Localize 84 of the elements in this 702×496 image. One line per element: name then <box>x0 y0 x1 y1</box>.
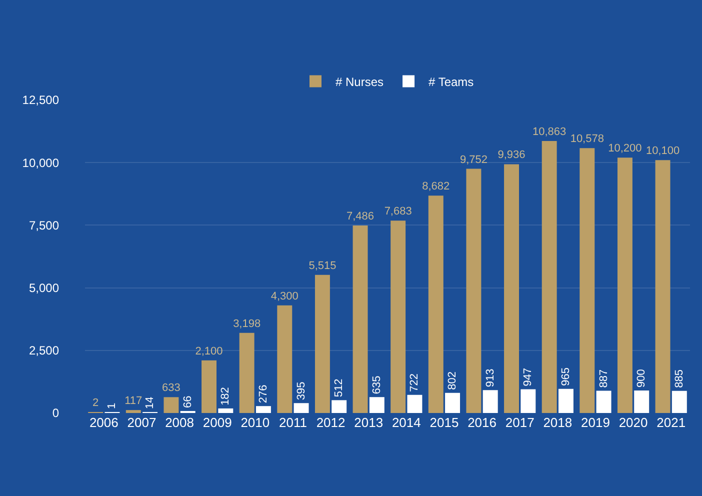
legend-label: # Nurses <box>336 74 384 89</box>
data-label: 10,200 <box>608 142 642 155</box>
bar <box>352 226 368 413</box>
bar <box>655 160 670 413</box>
bar <box>407 394 422 413</box>
bar <box>218 408 234 413</box>
data-label: 10,578 <box>570 133 604 146</box>
data-label: 5,515 <box>308 260 336 272</box>
bar <box>542 140 557 413</box>
bar <box>390 220 406 413</box>
x-tick-label: 2014 <box>392 415 421 430</box>
y-tick-label: 10,000 <box>22 156 60 170</box>
x-tick-label: 2006 <box>89 415 118 430</box>
data-label: 10,863 <box>532 126 566 138</box>
bar <box>504 164 520 413</box>
x-tick-label: 2019 <box>581 415 610 430</box>
data-label: 900 <box>636 369 648 388</box>
data-label: 885 <box>673 369 686 388</box>
x-tick-label: 2018 <box>543 415 572 430</box>
bar <box>256 406 271 413</box>
bar <box>617 158 632 413</box>
x-tick-label: 2020 <box>618 415 648 430</box>
data-label: 8,682 <box>422 180 450 193</box>
data-label: 2,100 <box>195 345 223 358</box>
data-label: 802 <box>446 372 459 390</box>
y-tick-label: 0 <box>52 406 60 420</box>
data-label: 395 <box>295 382 308 400</box>
bar <box>126 410 141 413</box>
x-tick-label: 2010 <box>240 415 270 430</box>
x-tick-label: 2011 <box>278 415 307 430</box>
data-label: 2 <box>92 397 99 409</box>
data-label: 7,683 <box>384 206 412 218</box>
bar <box>164 397 179 413</box>
data-label: 947 <box>522 368 534 386</box>
data-label: 117 <box>124 395 142 408</box>
bar <box>239 332 254 413</box>
bar <box>277 305 292 413</box>
data-label: 3,198 <box>233 318 261 330</box>
y-tick-label: 12,500 <box>22 93 60 108</box>
data-label: 7,486 <box>346 210 374 223</box>
data-label: 887 <box>598 369 610 388</box>
data-label: 633 <box>162 382 180 394</box>
y-tick-label: 7,500 <box>28 218 60 232</box>
data-label: 965 <box>560 367 572 386</box>
bar <box>314 274 330 413</box>
x-tick-label: 2015 <box>430 415 459 430</box>
x-tick-label: 2021 <box>656 415 686 430</box>
data-label: 913 <box>484 368 496 388</box>
x-tick-label: 2016 <box>468 415 496 430</box>
y-tick-label: 5,000 <box>28 281 60 295</box>
data-label: 635 <box>370 376 383 394</box>
bar <box>294 403 309 413</box>
legend-label: # Teams <box>428 74 474 89</box>
x-tick-label: 2009 <box>202 415 232 430</box>
bar <box>445 392 460 413</box>
data-label: 66 <box>182 396 194 408</box>
bar <box>672 390 687 413</box>
bar <box>580 148 595 413</box>
bar <box>332 400 347 413</box>
data-label: 182 <box>220 387 232 406</box>
bar <box>369 397 384 413</box>
bar <box>428 196 444 413</box>
data-label: 276 <box>257 384 270 404</box>
bar <box>466 168 482 413</box>
y-tick-label: 2,500 <box>28 344 60 358</box>
data-label: 722 <box>408 374 421 392</box>
bar <box>520 389 536 413</box>
data-label: 512 <box>333 378 346 398</box>
data-label: 9,752 <box>460 154 488 166</box>
data-label: 1 <box>106 402 118 409</box>
data-label: 14 <box>144 396 156 409</box>
data-label: 9,936 <box>498 149 526 162</box>
bar <box>558 388 574 413</box>
x-tick-label: 2013 <box>354 415 384 430</box>
x-tick-label: 2008 <box>165 415 194 430</box>
bar <box>596 390 612 413</box>
bar <box>634 390 650 413</box>
data-label: 10,100 <box>646 145 680 158</box>
data-label: 4,300 <box>270 290 298 302</box>
x-tick-label: 2007 <box>127 415 156 430</box>
x-tick-label: 2012 <box>316 415 346 430</box>
bar <box>482 390 498 413</box>
x-tick-label: 2017 <box>505 415 534 430</box>
bar <box>202 360 217 413</box>
